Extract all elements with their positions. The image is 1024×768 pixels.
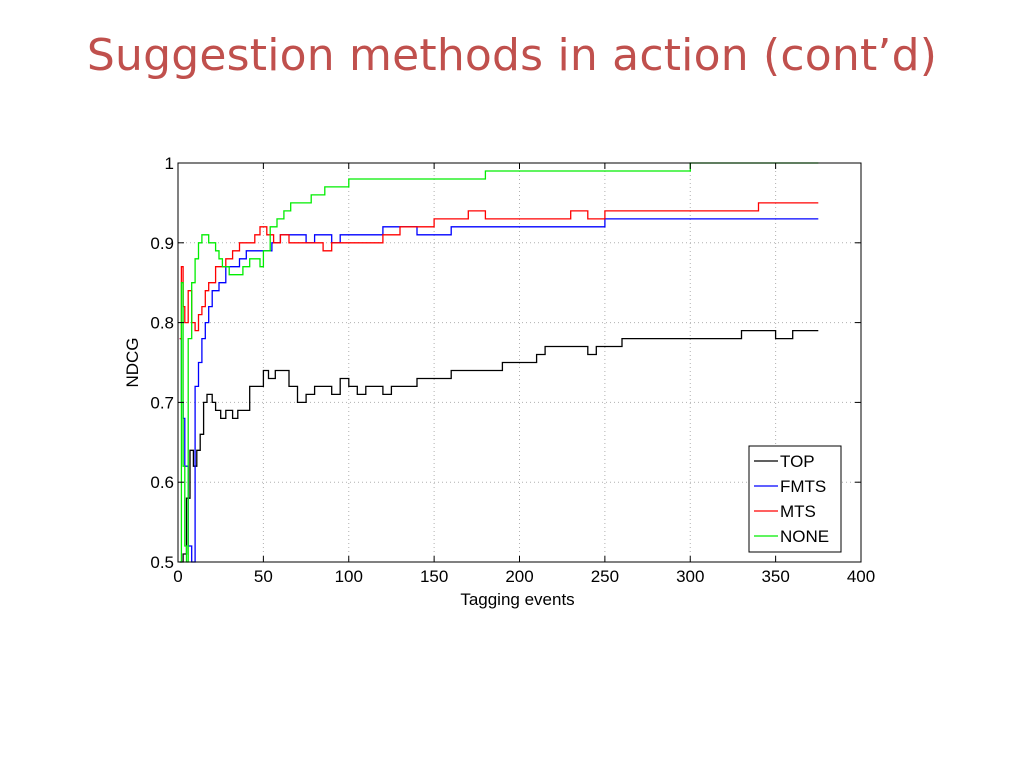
x-tick-label: 50 — [254, 567, 273, 586]
series-line-mts — [179, 202, 819, 340]
x-tick-label: 400 — [847, 567, 875, 586]
y-tick-label: 0.6 — [150, 473, 174, 492]
y-tick-label: 0.7 — [150, 393, 174, 412]
x-tick-label: 250 — [591, 567, 619, 586]
legend-label-top: TOP — [780, 452, 815, 471]
x-tick-label: 350 — [761, 567, 789, 586]
series-line-none — [179, 162, 819, 563]
legend-label-none: NONE — [780, 527, 829, 546]
x-axis-label: Tagging events — [460, 590, 574, 609]
x-tick-label: 0 — [173, 567, 182, 586]
x-tick-label: 200 — [505, 567, 533, 586]
y-axis-label: NDCG — [123, 337, 142, 387]
y-tick-label: 0.5 — [150, 553, 174, 572]
legend-label-mts: MTS — [780, 502, 816, 521]
series-lines — [179, 162, 819, 563]
x-tick-label: 300 — [676, 567, 704, 586]
slide-title: Suggestion methods in action (cont’d) — [86, 30, 938, 81]
x-tick-label: 100 — [335, 567, 363, 586]
series-line-fmts — [179, 218, 819, 563]
series-line-top — [179, 329, 819, 563]
legend: TOP FMTS MTS NONE — [748, 445, 842, 553]
y-tick-label: 0.8 — [150, 314, 174, 333]
x-tick-label: 150 — [420, 567, 448, 586]
y-tick-label: 1 — [165, 154, 174, 173]
axis-ticks: 0 50 100 150 200 250 300 350 400 0.5 0.6 0.7 0.8 0.9 1 — [150, 154, 875, 586]
y-tick-label: 0.9 — [150, 234, 174, 253]
legend-label-fmts: FMTS — [780, 477, 826, 496]
legend-box — [748, 445, 842, 553]
